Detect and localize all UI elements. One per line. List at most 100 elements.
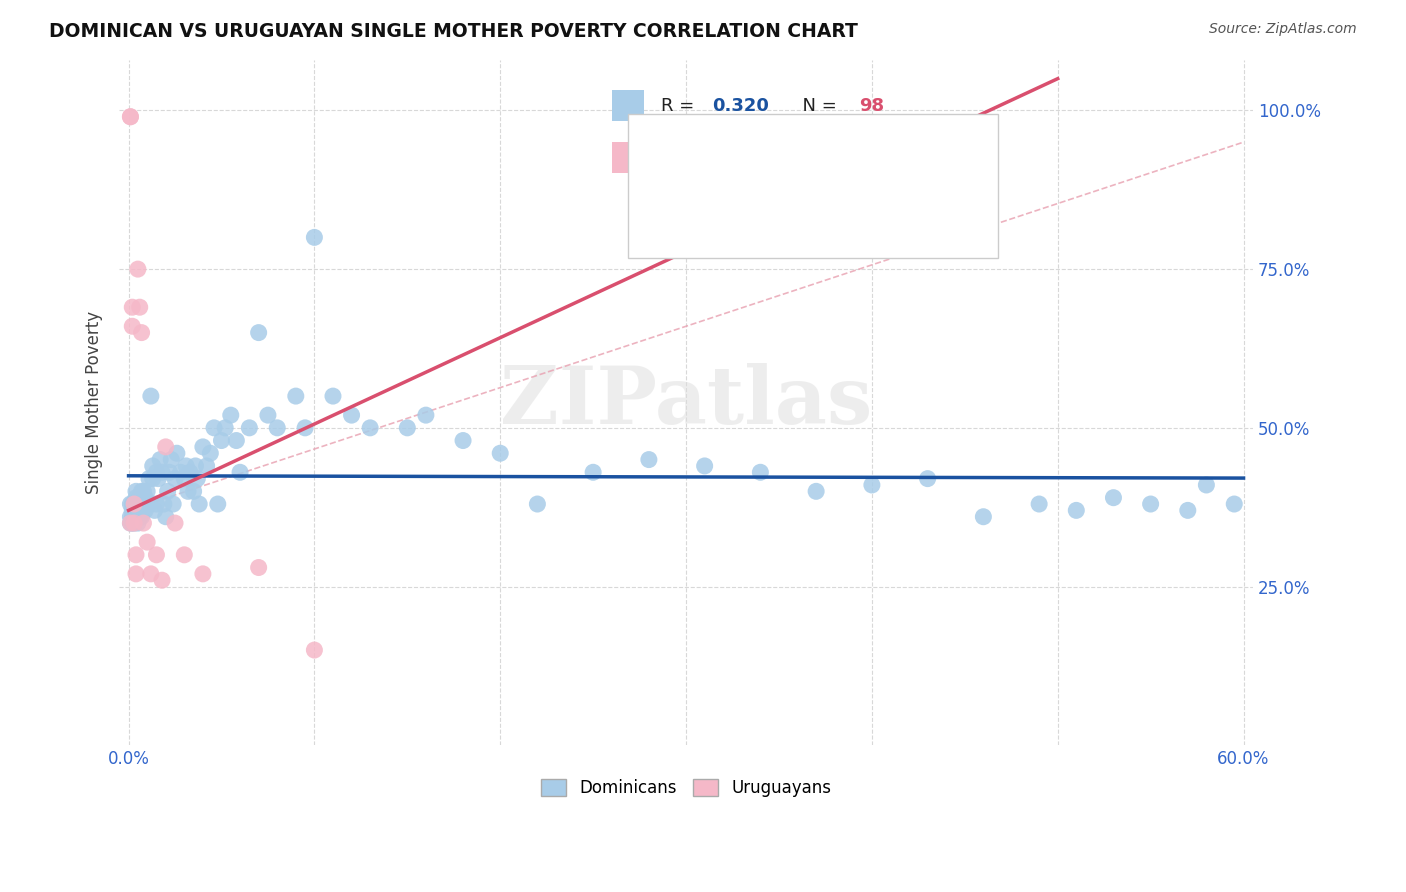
Point	[122, 497, 145, 511]
Point	[132, 497, 155, 511]
Text: 23: 23	[859, 148, 884, 166]
Point	[415, 408, 437, 422]
Point	[150, 465, 173, 479]
Point	[136, 497, 159, 511]
Point	[693, 458, 716, 473]
Point	[125, 509, 148, 524]
FancyBboxPatch shape	[613, 142, 644, 173]
Point	[127, 516, 149, 530]
Point	[972, 509, 994, 524]
Point	[211, 434, 233, 448]
Text: Source: ZipAtlas.com: Source: ZipAtlas.com	[1209, 22, 1357, 37]
Point	[120, 516, 142, 530]
Point	[121, 503, 143, 517]
Point	[489, 446, 512, 460]
Point	[294, 421, 316, 435]
Y-axis label: Single Mother Poverty: Single Mother Poverty	[86, 311, 103, 494]
Point	[173, 472, 195, 486]
Point	[139, 566, 162, 581]
Point	[120, 497, 142, 511]
Point	[266, 421, 288, 435]
Point	[195, 458, 218, 473]
Point	[120, 110, 142, 124]
Point	[177, 484, 200, 499]
Point	[148, 472, 170, 486]
Point	[1102, 491, 1125, 505]
Point	[122, 509, 145, 524]
Point	[145, 548, 167, 562]
Point	[247, 326, 270, 340]
Point	[638, 452, 661, 467]
Point	[142, 472, 165, 486]
Text: DOMINICAN VS URUGUAYAN SINGLE MOTHER POVERTY CORRELATION CHART: DOMINICAN VS URUGUAYAN SINGLE MOTHER POV…	[49, 22, 858, 41]
Point	[142, 458, 165, 473]
Point	[451, 434, 474, 448]
Point	[139, 389, 162, 403]
Point	[166, 446, 188, 460]
Point	[184, 458, 207, 473]
Point	[1066, 503, 1088, 517]
Point	[191, 440, 214, 454]
Point	[160, 452, 183, 467]
Point	[188, 497, 211, 511]
Point	[132, 484, 155, 499]
Point	[202, 421, 225, 435]
Point	[125, 503, 148, 517]
Point	[121, 300, 143, 314]
Text: 0.349: 0.349	[711, 148, 769, 166]
Point	[917, 472, 939, 486]
Point	[138, 497, 160, 511]
Point	[304, 643, 326, 657]
Point	[127, 509, 149, 524]
Point	[128, 503, 150, 517]
Point	[121, 509, 143, 524]
Point	[120, 110, 142, 124]
Point	[219, 408, 242, 422]
Point	[225, 434, 247, 448]
Point	[122, 503, 145, 517]
Point	[153, 497, 176, 511]
Point	[396, 421, 419, 435]
Point	[134, 491, 156, 505]
Point	[200, 446, 222, 460]
Point	[128, 509, 150, 524]
Point	[284, 389, 307, 403]
Point	[1177, 503, 1199, 517]
Point	[145, 465, 167, 479]
Point	[131, 484, 153, 499]
Point	[136, 484, 159, 499]
Point	[131, 326, 153, 340]
Point	[238, 421, 260, 435]
Point	[174, 458, 197, 473]
Point	[804, 484, 827, 499]
Point	[163, 472, 186, 486]
Point	[191, 566, 214, 581]
Text: 0.320: 0.320	[711, 97, 769, 115]
Point	[143, 503, 166, 517]
Point	[122, 497, 145, 511]
Point	[155, 509, 177, 524]
Point	[149, 452, 172, 467]
Point	[1028, 497, 1050, 511]
Point	[749, 465, 772, 479]
Point	[156, 484, 179, 499]
Point	[121, 497, 143, 511]
Point	[214, 421, 236, 435]
Text: N =: N =	[792, 97, 844, 115]
Point	[247, 560, 270, 574]
Point	[127, 262, 149, 277]
Point	[257, 408, 280, 422]
Point	[131, 497, 153, 511]
Point	[1139, 497, 1161, 511]
Point	[127, 497, 149, 511]
Point	[128, 491, 150, 505]
Point	[1223, 497, 1246, 511]
Text: ZIPatlas: ZIPatlas	[501, 363, 872, 442]
Point	[159, 465, 181, 479]
Point	[162, 497, 184, 511]
Point	[304, 230, 326, 244]
Point	[131, 509, 153, 524]
Point	[145, 497, 167, 511]
Point	[207, 497, 229, 511]
Point	[173, 548, 195, 562]
